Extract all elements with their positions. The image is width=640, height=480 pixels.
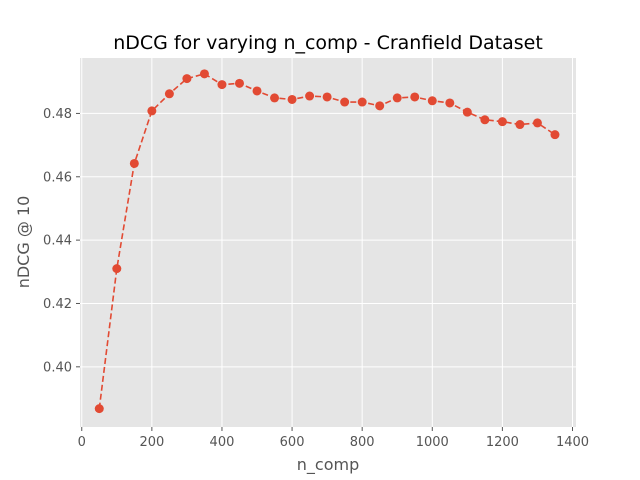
axis-ticks: 0 200 400 600 800 1000 1200 1400 0.40 0.42 0.44 0.4… [43, 107, 589, 450]
x-tick-label-5: 1000 [416, 435, 449, 450]
y-axis-label: nDCG @ 10 [14, 196, 33, 289]
grid-lines [80, 58, 576, 427]
data-point-25 [532, 118, 542, 128]
x-axis-label: n_comp [297, 455, 359, 475]
data-point-24 [515, 120, 525, 130]
data-point-5 [182, 74, 192, 84]
data-point-21 [462, 107, 472, 117]
data-point-3 [147, 106, 157, 116]
data-point-9 [252, 86, 262, 96]
x-tick-label-6: 1200 [486, 435, 519, 450]
data-point-2 [129, 158, 139, 168]
y-tick-label-2: 0.44 [43, 234, 72, 249]
data-point-20 [445, 98, 455, 108]
data-point-23 [497, 117, 507, 127]
data-point-7 [217, 80, 227, 90]
data-point-14 [340, 97, 350, 107]
y-tick-label-0: 0.40 [43, 360, 72, 375]
x-tick-label-1: 200 [139, 435, 164, 450]
data-point-19 [427, 96, 437, 106]
x-tick-label-7: 1400 [556, 435, 589, 450]
data-point-0 [94, 404, 104, 414]
data-point-18 [410, 92, 420, 102]
series-layer [94, 69, 560, 414]
y-tick-label-4: 0.48 [43, 107, 72, 122]
data-point-6 [199, 69, 209, 79]
y-tick-label-1: 0.42 [43, 297, 72, 312]
data-point-12 [305, 91, 315, 101]
x-tick-label-0: 0 [78, 435, 86, 450]
data-point-1 [112, 264, 122, 274]
data-point-22 [480, 115, 490, 125]
data-point-8 [234, 78, 244, 88]
chart-title: nDCG for varying n_comp - Cranfield Data… [113, 32, 543, 54]
x-tick-label-4: 800 [350, 435, 375, 450]
x-tick-label-2: 400 [210, 435, 235, 450]
y-tick-label-3: 0.46 [43, 170, 72, 185]
data-point-16 [375, 101, 385, 111]
data-point-4 [164, 89, 174, 99]
data-point-11 [287, 94, 297, 104]
data-point-26 [550, 130, 560, 140]
data-point-17 [392, 93, 402, 103]
x-tick-label-3: 600 [280, 435, 305, 450]
data-point-13 [322, 92, 332, 102]
plot-area [80, 58, 576, 427]
data-point-15 [357, 97, 367, 107]
data-point-10 [270, 93, 280, 103]
